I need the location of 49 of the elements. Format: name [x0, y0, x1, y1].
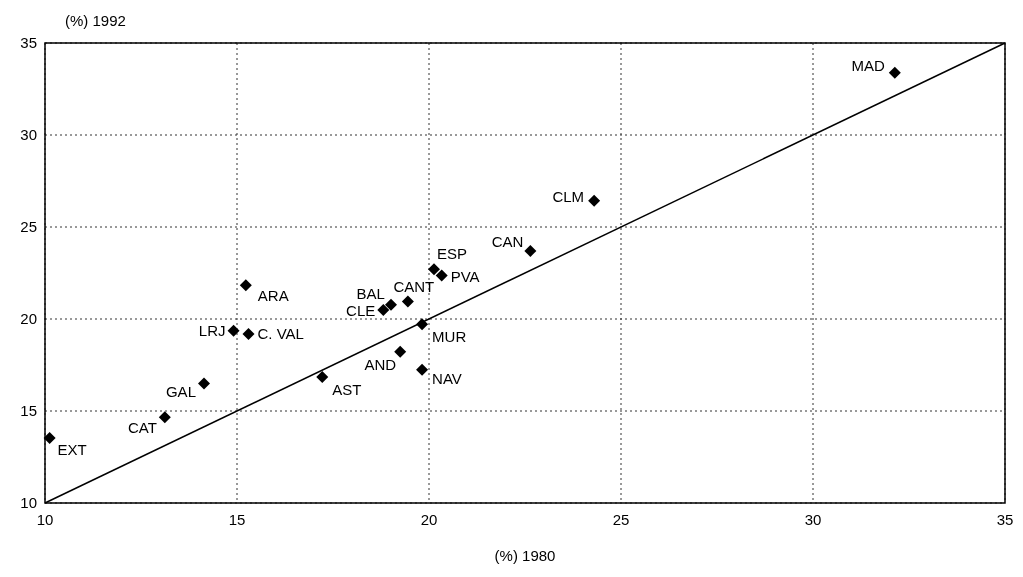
annotation: CLE: [346, 301, 376, 319]
point: [316, 370, 329, 383]
annotation: ARA: [257, 287, 289, 305]
x-tick-label: 15: [228, 511, 246, 528]
point: [384, 298, 397, 311]
annotation: MAD: [851, 56, 885, 74]
annotation: LRJ: [198, 321, 226, 339]
y-tick-label: 15: [20, 402, 37, 419]
point: [377, 303, 390, 316]
x-axis-title: (%) 1980: [494, 547, 556, 564]
point: [239, 279, 252, 292]
point: [43, 432, 56, 445]
y-axis-title: (%) 1992: [65, 12, 126, 29]
y-tick-label: 30: [20, 126, 37, 143]
y-tick-label: 10: [20, 494, 37, 511]
x-tick-label: 30: [804, 511, 822, 528]
point: [197, 377, 210, 390]
x-tick-label: 35: [996, 511, 1014, 528]
annotation: CLM: [552, 187, 585, 205]
annotation: EXT: [57, 441, 87, 459]
point: [401, 295, 414, 308]
annotation: GAL: [165, 383, 196, 401]
x-tick-label: 25: [612, 511, 630, 528]
annotation: NAV: [432, 369, 462, 387]
annotation: BAL: [356, 284, 385, 302]
annotation: AST: [332, 380, 362, 398]
annotation: PVA: [450, 267, 480, 285]
x-tick-label: 20: [420, 511, 438, 528]
annotation: CAN: [491, 232, 524, 250]
annotation: CAT: [127, 419, 157, 437]
point: [227, 324, 240, 337]
point: [416, 363, 429, 376]
annotation: C. VAL: [257, 325, 304, 343]
point: [888, 66, 901, 79]
annotation: MUR: [432, 328, 467, 346]
annotation: ESP: [436, 245, 468, 263]
point: [435, 269, 448, 282]
point: [394, 345, 407, 358]
point: [524, 244, 537, 257]
point: [158, 411, 171, 424]
point: [242, 328, 255, 341]
y-tick-label: 35: [20, 34, 37, 51]
point: [427, 263, 440, 276]
point: [588, 194, 601, 207]
y-tick-label: 25: [20, 218, 37, 235]
x-tick-label: 10: [36, 511, 54, 528]
annotation: CANT: [393, 277, 435, 295]
annotation: AND: [364, 355, 397, 373]
y-tick-label: 20: [20, 310, 37, 327]
